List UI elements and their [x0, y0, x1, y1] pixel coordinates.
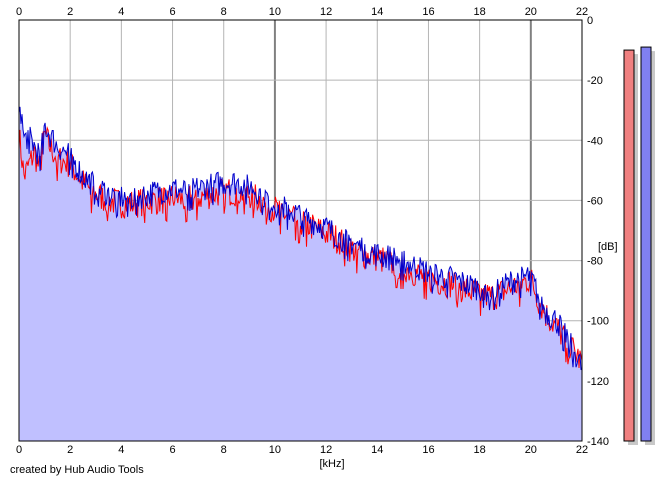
y-tick-label: -60: [587, 195, 603, 207]
x-tick-label-top: 14: [371, 6, 383, 18]
level-meter-left: [623, 49, 635, 442]
y-tick-label: -140: [587, 436, 609, 448]
x-tick-label-top: 18: [474, 6, 486, 18]
x-tick-label-bottom: 16: [422, 444, 434, 456]
y-tick-label: -100: [587, 316, 609, 328]
x-tick-label-bottom: 0: [16, 444, 22, 456]
level-meters: [623, 46, 655, 446]
y-tick-label: -120: [587, 376, 609, 388]
y-tick-label: -20: [587, 75, 603, 87]
credit-text: created by Hub Audio Tools: [10, 464, 144, 476]
x-tick-label-bottom: 4: [118, 444, 124, 456]
y-axis-ticks: 0 -20 -40 -60 -80 -100 -120 -140: [587, 15, 609, 448]
series-red-line: [18, 125, 583, 369]
x-tick-label-top: 6: [169, 6, 175, 18]
plot-area: [18, 19, 583, 442]
x-tick-label-bottom: 8: [221, 444, 227, 456]
x-tick-label-top: 20: [525, 6, 537, 18]
x-tick-label-top: 0: [16, 6, 22, 18]
x-tick-label-top: 12: [320, 6, 332, 18]
x-tick-label-top: 4: [118, 6, 124, 18]
x-tick-label-bottom: 18: [474, 444, 486, 456]
x-tick-label-top: 2: [67, 6, 73, 18]
x-tick-label-bottom: 22: [576, 444, 588, 456]
x-tick-label-top: 10: [269, 6, 281, 18]
level-meter-right: [640, 46, 652, 442]
series-lines: [18, 106, 583, 371]
x-tick-label-bottom: 2: [67, 444, 73, 456]
x-tick-label-bottom: 20: [525, 444, 537, 456]
y-tick-label: 0: [587, 15, 593, 27]
x-tick-label-bottom: 10: [269, 444, 281, 456]
x-tick-label-bottom: 12: [320, 444, 332, 456]
x-axis-top-ticks: 0 2 4 6 8 10 12 14 16 18 20 22: [16, 6, 588, 18]
x-tick-label-top: 16: [422, 6, 434, 18]
x-tick-label-top: 8: [221, 6, 227, 18]
y-axis-label: [dB]: [598, 241, 618, 253]
x-tick-label-top: 22: [576, 6, 588, 18]
x-axis-bottom-ticks: 0 2 4 6 8 10 12 14 16 18 20 22: [16, 444, 588, 456]
x-tick-label-bottom: 14: [371, 444, 383, 456]
series-blue-line: [18, 106, 583, 371]
y-tick-label: -80: [587, 256, 603, 268]
y-tick-label: -40: [587, 135, 603, 147]
x-tick-label-bottom: 6: [169, 444, 175, 456]
plot-frame: [18, 19, 583, 442]
x-axis-label: [kHz]: [319, 458, 344, 470]
